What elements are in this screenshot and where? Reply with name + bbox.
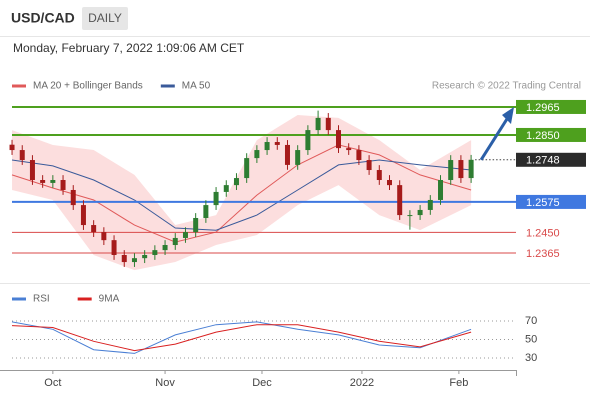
x-tick-label: Nov <box>155 377 175 389</box>
candle-body <box>91 225 97 233</box>
candle-body <box>152 250 158 255</box>
level-label-box <box>516 99 586 114</box>
level-label: 1.2965 <box>526 102 560 114</box>
timeframe-box <box>82 7 128 30</box>
candle-body <box>274 142 280 145</box>
candle-body <box>427 199 433 210</box>
candle-body <box>376 170 382 181</box>
candle-body <box>407 215 413 217</box>
candle-body <box>356 150 362 161</box>
candle-body <box>315 117 321 131</box>
candle-body <box>50 180 56 183</box>
moving-average <box>11 144 472 243</box>
x-tick-label: 2022 <box>350 377 374 389</box>
candle-body <box>131 258 137 263</box>
forecast-arrow-head <box>502 106 514 124</box>
timestamp: Monday, February 7, 2022 1:09:06 AM CET <box>13 41 245 55</box>
y-tick-label: 50 <box>525 333 537 345</box>
candle-body <box>366 160 372 171</box>
candle-body <box>19 150 25 161</box>
candle-body <box>305 130 311 151</box>
candle-body <box>346 148 352 151</box>
candle-body <box>182 232 188 238</box>
candle-body <box>233 178 239 186</box>
timeframe: DAILY <box>88 11 122 25</box>
candle-body <box>397 185 403 216</box>
current-price-box <box>516 152 586 167</box>
candle-body <box>121 254 127 263</box>
current-price-label: 1.2748 <box>526 155 560 167</box>
x-tick-label: Feb <box>449 377 468 389</box>
candle-body <box>254 150 260 159</box>
candle-body <box>70 189 76 206</box>
candle-body <box>9 144 15 151</box>
legend-label: 9MA <box>99 294 120 305</box>
moving-average <box>11 159 472 231</box>
candle-body <box>417 209 423 216</box>
level-label: 1.2365 <box>526 248 560 260</box>
candle-body <box>40 180 46 183</box>
candle-body <box>284 144 290 165</box>
candle-body <box>386 180 392 186</box>
level-label: 1.2450 <box>526 227 560 239</box>
legend-label: MA 50 <box>182 81 211 92</box>
candle-body <box>244 158 250 179</box>
bollinger-band <box>12 114 472 271</box>
candle-body <box>213 191 219 206</box>
y-tick-label: 30 <box>525 352 537 364</box>
candle-body <box>438 180 444 200</box>
candle-body <box>203 205 209 218</box>
legend-label: MA 20 + Bollinger Bands <box>33 81 143 92</box>
candle-body <box>101 232 107 241</box>
rsi-line <box>11 324 472 352</box>
symbol: USD/CAD <box>11 10 75 26</box>
level-label-box <box>516 194 586 209</box>
credit: Research © 2022 Trading Central <box>432 81 581 92</box>
rsi-line <box>11 321 472 354</box>
x-tick-label: Dec <box>252 377 272 389</box>
x-tick-label: Oct <box>44 377 61 389</box>
candle-body <box>111 240 117 255</box>
candle-body <box>325 117 331 131</box>
candle-body <box>468 159 474 179</box>
candle-body <box>335 130 341 149</box>
candle-body <box>193 217 199 233</box>
level-label: 1.2850 <box>526 130 560 142</box>
candle-body <box>223 185 229 192</box>
candle-body <box>295 150 301 165</box>
candle-body <box>60 180 66 190</box>
candle-body <box>80 205 86 226</box>
y-tick-label: 70 <box>525 315 537 327</box>
candle-body <box>458 160 464 179</box>
level-label-box <box>516 127 586 142</box>
candle-body <box>172 237 178 246</box>
forecast-arrow <box>479 118 509 161</box>
candle-body <box>162 245 168 251</box>
candle-body <box>448 160 454 181</box>
legend-label: RSI <box>33 294 50 305</box>
candle-body <box>29 160 35 181</box>
level-label: 1.2575 <box>526 197 560 209</box>
candle-body <box>142 254 148 259</box>
candle-body <box>264 142 270 151</box>
